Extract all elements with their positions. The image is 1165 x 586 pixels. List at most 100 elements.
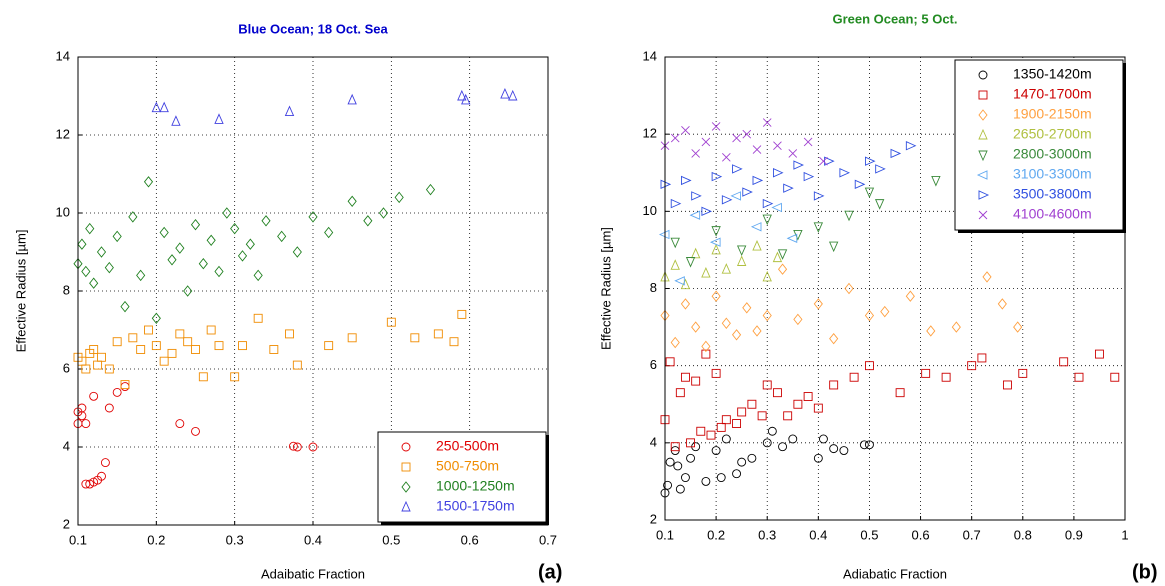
point xyxy=(89,345,99,354)
point xyxy=(112,337,122,347)
legend-label: 2800-3000m xyxy=(1013,146,1092,162)
point xyxy=(771,202,782,213)
y-tick-label: 12 xyxy=(643,126,657,141)
x-tick-label: 0.9 xyxy=(1065,527,1083,542)
point xyxy=(813,403,823,413)
point xyxy=(77,238,87,250)
point xyxy=(1074,372,1084,382)
x-tick-label: 0.1 xyxy=(656,527,674,542)
point xyxy=(159,356,169,366)
plot-frame xyxy=(77,56,549,526)
point xyxy=(670,442,680,452)
x-tick-label: 0.4 xyxy=(304,532,322,547)
y-tick-label: 2 xyxy=(650,511,657,526)
point xyxy=(762,198,774,209)
point xyxy=(757,411,767,421)
point xyxy=(686,453,696,463)
legend xyxy=(954,59,1124,231)
x-tick-label: 0.6 xyxy=(461,532,479,547)
point xyxy=(238,341,247,351)
point xyxy=(818,434,828,444)
y-tick-label: 8 xyxy=(650,280,657,295)
point xyxy=(104,261,114,274)
point xyxy=(292,360,302,370)
point xyxy=(722,152,731,162)
point xyxy=(701,206,712,217)
point xyxy=(793,313,803,326)
y-axis-label: Effective Radius [µm] xyxy=(598,227,613,350)
point xyxy=(670,237,680,249)
point xyxy=(191,426,200,436)
point xyxy=(921,368,931,378)
point xyxy=(100,458,110,468)
legend-marker xyxy=(978,109,988,121)
point xyxy=(752,145,762,154)
legend-marker xyxy=(401,500,411,512)
point xyxy=(151,341,161,351)
legend-label: 4100-4600m xyxy=(1013,206,1092,222)
point xyxy=(308,442,318,452)
point xyxy=(136,345,146,354)
legend-marker xyxy=(978,70,988,80)
point xyxy=(253,313,263,323)
point xyxy=(829,444,839,454)
point xyxy=(120,300,130,313)
point xyxy=(880,305,890,318)
point xyxy=(997,298,1007,310)
point xyxy=(783,183,794,193)
point xyxy=(96,246,107,258)
point xyxy=(175,419,185,429)
point xyxy=(854,179,866,190)
point xyxy=(206,234,216,247)
point xyxy=(81,419,91,429)
point xyxy=(500,87,510,99)
point xyxy=(1094,349,1104,359)
point xyxy=(386,317,396,327)
legend-label: 1470-1700m xyxy=(1013,86,1092,102)
x-tick-label: 0.2 xyxy=(147,532,165,547)
point xyxy=(690,247,701,259)
point xyxy=(762,214,772,226)
point xyxy=(691,321,701,333)
point xyxy=(691,149,700,158)
point xyxy=(701,266,711,278)
y-tick-label: 14 xyxy=(643,48,657,63)
point xyxy=(237,250,248,262)
point xyxy=(143,176,154,188)
point xyxy=(890,148,902,159)
point xyxy=(277,230,287,243)
point xyxy=(128,211,138,223)
point xyxy=(324,226,334,239)
point xyxy=(120,380,130,390)
point xyxy=(665,457,675,467)
point xyxy=(214,341,224,351)
x-axis-label: Adaibatic Fraction xyxy=(261,566,365,581)
point xyxy=(1059,357,1069,367)
point xyxy=(813,222,824,233)
point xyxy=(665,357,675,367)
panel-label: (a) xyxy=(538,561,562,583)
point xyxy=(788,434,798,444)
legend-label: 3100-3300m xyxy=(1013,166,1092,182)
point xyxy=(813,191,825,201)
point xyxy=(104,403,114,413)
point xyxy=(198,372,208,382)
point xyxy=(874,199,885,210)
point xyxy=(762,380,772,390)
point xyxy=(731,329,742,341)
x-tick-label: 0.6 xyxy=(912,527,930,542)
point xyxy=(347,93,357,105)
point xyxy=(793,160,804,170)
point xyxy=(875,164,886,174)
point xyxy=(104,364,114,374)
point xyxy=(772,251,783,263)
point xyxy=(859,440,869,450)
point xyxy=(171,115,181,126)
point xyxy=(378,207,389,219)
point xyxy=(905,290,915,302)
point xyxy=(778,442,788,452)
point xyxy=(967,361,977,371)
point xyxy=(680,372,690,382)
point xyxy=(214,113,224,124)
